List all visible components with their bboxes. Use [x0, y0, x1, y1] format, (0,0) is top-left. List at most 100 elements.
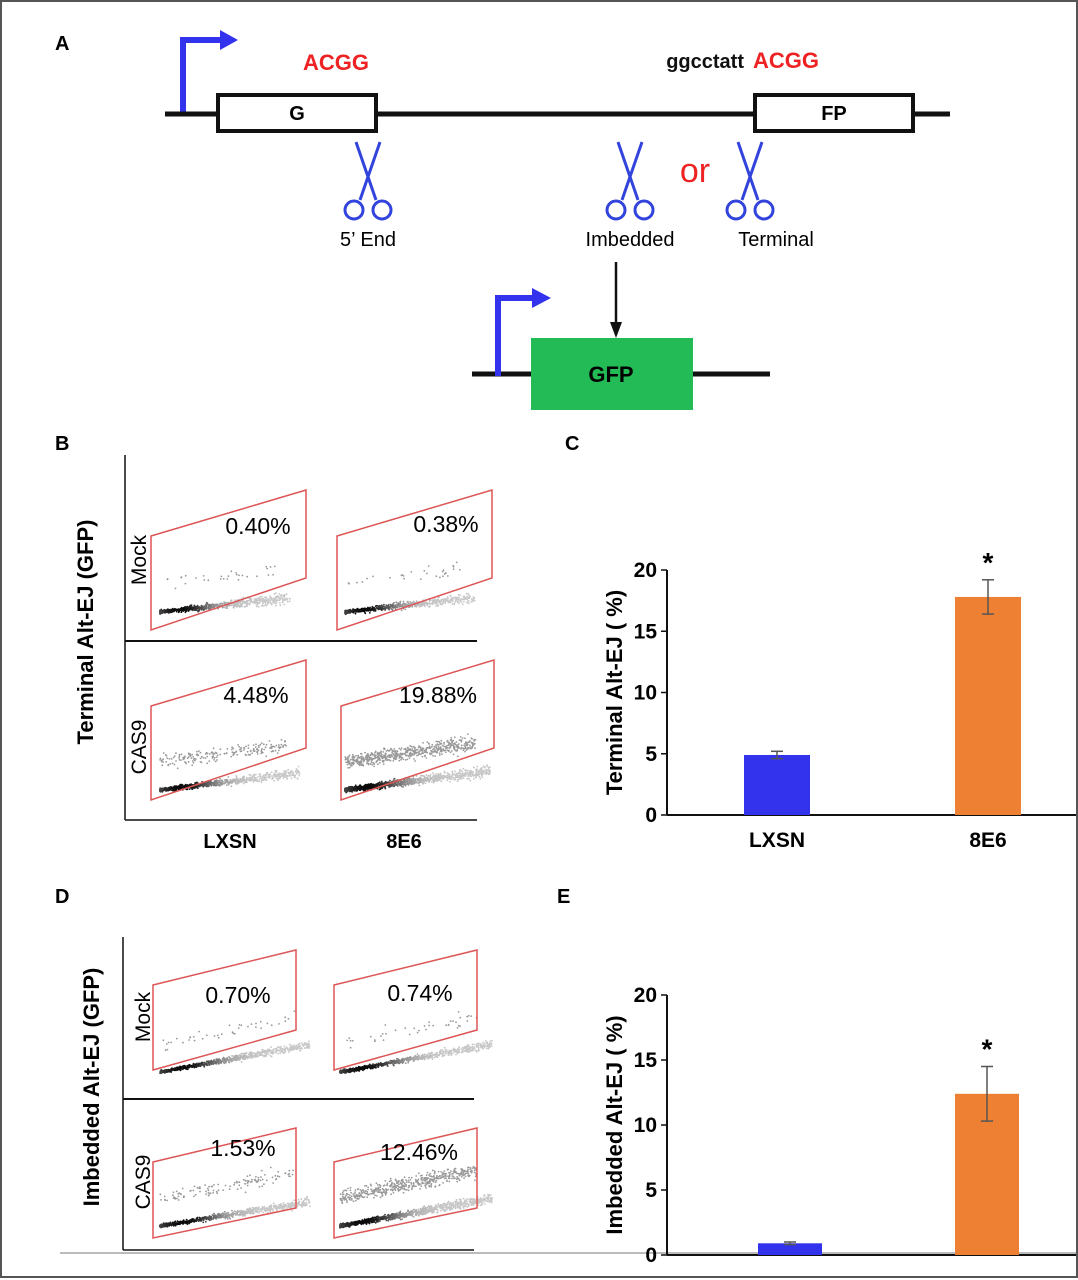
flow-dot [197, 1064, 200, 1067]
flow-dot [344, 789, 346, 791]
flow-dot [441, 744, 444, 747]
flow-dot [187, 608, 190, 611]
flow-dot [354, 784, 357, 787]
flow-dot [195, 1066, 198, 1069]
flow-dot [391, 755, 394, 758]
flow-dot [239, 750, 242, 753]
flow-dot [188, 788, 191, 790]
flow-dot [357, 611, 360, 613]
flow-dot [219, 578, 222, 580]
flow-dot [398, 747, 401, 750]
flow-dot [440, 603, 443, 606]
flow-dot [219, 753, 222, 756]
flow-dot [419, 746, 422, 749]
flow-dot [441, 753, 443, 756]
flow-dot [378, 784, 381, 786]
flow-dot [185, 1066, 188, 1069]
flow-dot [180, 576, 183, 578]
flow-dot [227, 782, 230, 785]
flow-dot [399, 600, 402, 603]
flow-dot [178, 756, 181, 759]
flow-dot [170, 1071, 173, 1073]
flow-dot [196, 787, 199, 790]
flow-dot [383, 747, 386, 750]
flow-dot [222, 1061, 225, 1063]
flow-dot [368, 758, 371, 760]
flow-dot [361, 609, 364, 612]
flow-dot [392, 760, 395, 762]
flow-dot [268, 598, 271, 600]
flow-dot [280, 743, 283, 746]
flow-dot [295, 1044, 298, 1047]
flow-dot [374, 610, 376, 612]
flow-dot [249, 1057, 252, 1059]
flow-dot [478, 775, 481, 778]
flow-dot [460, 739, 463, 741]
flow-dot [175, 785, 177, 788]
flow-dot [235, 775, 238, 777]
flow-dot [164, 610, 167, 613]
flow-dot [235, 604, 238, 606]
flow-dot [209, 605, 212, 608]
flow-dot [442, 598, 445, 600]
flow-dot [217, 1036, 220, 1039]
flow-dot [220, 575, 223, 578]
flow-dot [251, 778, 254, 781]
flow-dot [274, 1051, 277, 1053]
flow-dot [272, 774, 275, 776]
flow-dot [363, 785, 366, 788]
flow-dot [435, 605, 437, 607]
flow-dot [398, 603, 401, 605]
flow-dot [416, 604, 418, 607]
flow-dot [238, 574, 240, 577]
flow-dot [472, 766, 475, 769]
flow-dot [408, 780, 411, 783]
flow-dot [438, 601, 441, 604]
flow-dot [389, 756, 392, 759]
flow-dot [408, 757, 411, 759]
flow-dot [403, 780, 406, 783]
flow-dot [387, 606, 390, 609]
flow-dot [413, 747, 416, 750]
flow-dot [237, 1027, 240, 1029]
gate-b-cas9-lxsn [150, 658, 307, 802]
flow-dot [462, 777, 465, 779]
flow-dot [241, 1056, 244, 1059]
flow-dot [452, 568, 455, 570]
flow-dot [452, 565, 455, 568]
flow-dot [270, 1051, 273, 1054]
flow-dot [440, 780, 443, 783]
flow-dot [428, 781, 430, 784]
flow-dot [180, 1067, 183, 1070]
flow-dot [344, 756, 347, 758]
flow-dot [435, 773, 437, 775]
flow-dot [459, 599, 462, 601]
flow-dot [199, 757, 202, 760]
flow-dot [360, 763, 362, 766]
flow-dot [412, 783, 414, 785]
flow-dot [375, 785, 377, 787]
flow-dot [227, 776, 230, 778]
flow-dot [218, 1062, 220, 1065]
flow-dot [464, 598, 467, 600]
flow-dot [446, 749, 449, 752]
flow-dot [218, 779, 221, 782]
flow-dot [200, 784, 202, 787]
flow-dot [379, 606, 381, 608]
flow-dot [436, 743, 439, 746]
flow-dot [377, 763, 379, 766]
flow-dot [261, 751, 264, 754]
flow-dot [188, 784, 190, 787]
flow-dot [466, 601, 469, 604]
flow-dot [274, 596, 277, 599]
flow-dot [238, 1056, 241, 1059]
panel-b-col-lxsn: LXSN [203, 831, 256, 853]
gate-b-mock-lxsn-value: 0.40% [225, 513, 290, 539]
flow-dot [251, 1052, 254, 1054]
flow-dot [159, 610, 162, 613]
flow-dot [454, 778, 457, 781]
flow-dot [240, 1053, 243, 1055]
flow-dot [194, 609, 197, 612]
flow-dot [382, 763, 385, 765]
flow-dot [285, 1046, 288, 1049]
